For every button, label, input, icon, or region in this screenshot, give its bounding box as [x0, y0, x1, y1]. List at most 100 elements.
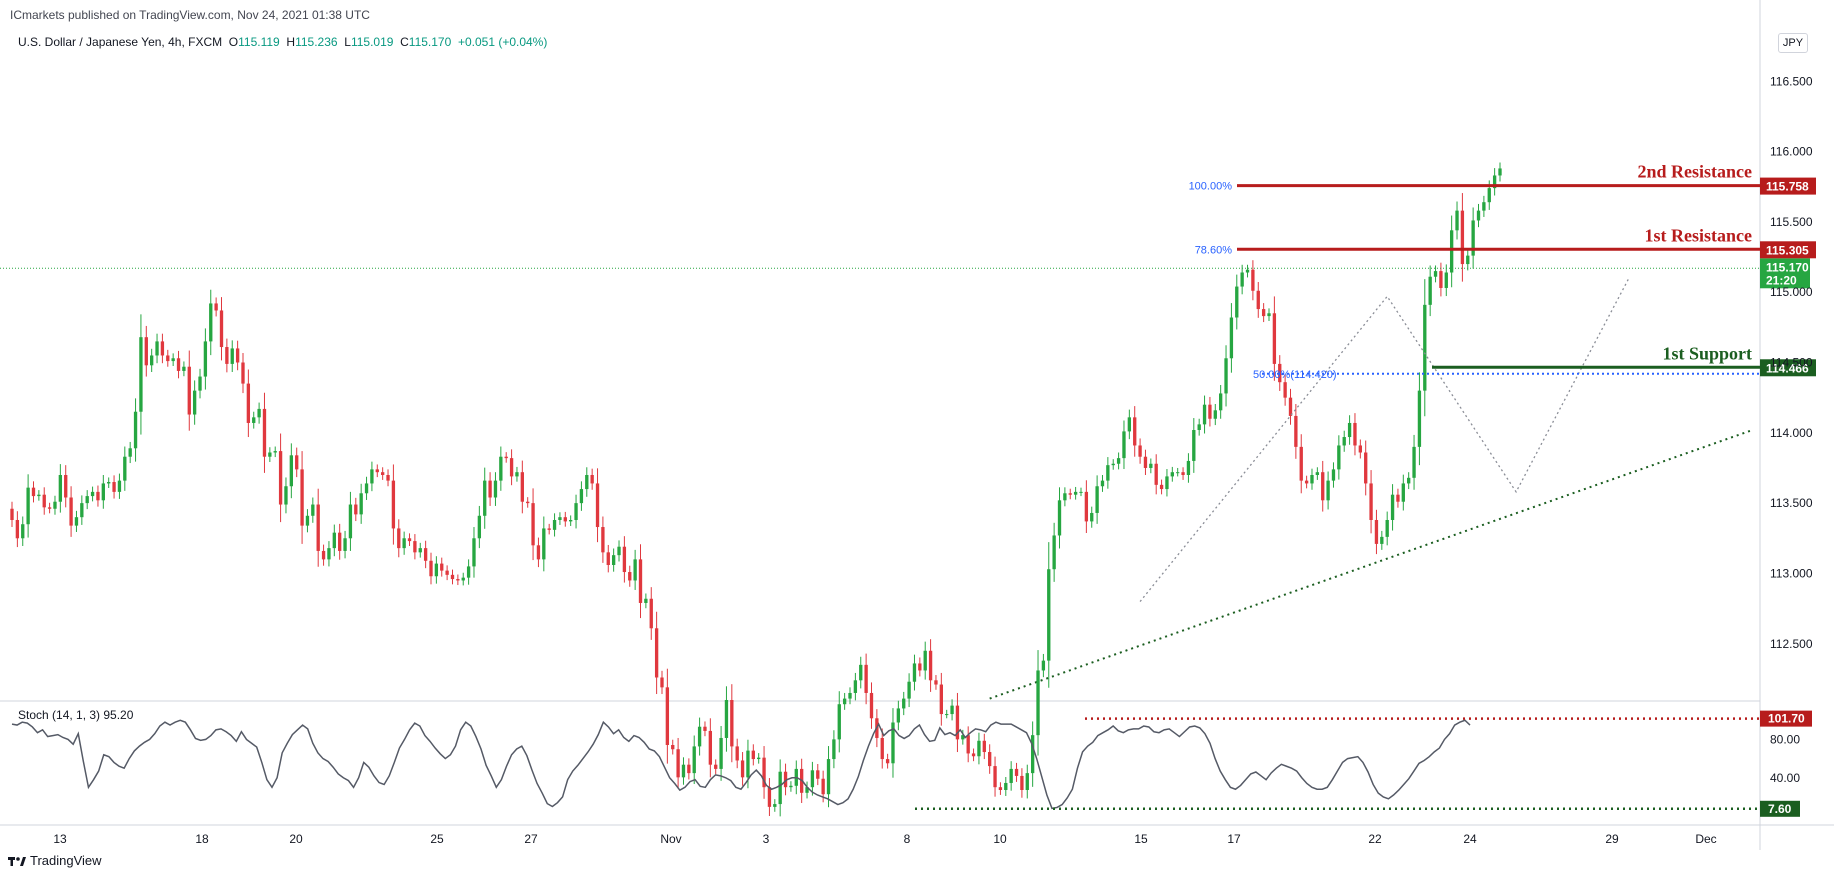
candle — [520, 460, 524, 514]
price-tick-label: 115.500 — [1770, 215, 1813, 229]
candle — [203, 328, 208, 390]
candle — [569, 515, 573, 526]
candle-body — [246, 383, 251, 423]
candle-body — [783, 771, 788, 788]
candle-body — [681, 764, 686, 778]
stochastic-upper-value: 101.70 — [1768, 712, 1805, 726]
candle-body — [1036, 670, 1040, 736]
candle-body — [289, 455, 294, 487]
candle-body — [1122, 431, 1126, 459]
candle — [192, 380, 197, 425]
candle — [440, 557, 444, 577]
footer-brand: TradingView — [30, 853, 102, 868]
candle-body — [1186, 460, 1191, 475]
candle — [805, 781, 809, 799]
candle — [348, 491, 353, 551]
candle — [311, 497, 315, 523]
candle-body — [31, 487, 36, 497]
candle-body — [1100, 480, 1105, 487]
candle-body — [321, 550, 326, 560]
candle — [633, 549, 637, 590]
candle-body — [1170, 472, 1174, 477]
candle — [15, 511, 20, 548]
open-value: 115.119 — [238, 35, 280, 49]
candle-body — [1116, 458, 1121, 464]
candle-body — [192, 390, 197, 415]
candle — [90, 486, 95, 502]
candle — [1385, 511, 1389, 546]
candle-body — [1192, 430, 1196, 461]
candle-body — [751, 750, 755, 760]
candle-body — [585, 475, 589, 490]
candle — [160, 333, 165, 364]
candle-body — [1283, 382, 1287, 398]
axis-frame — [0, 0, 1834, 850]
candle — [810, 761, 815, 796]
candle — [730, 684, 734, 763]
candle — [85, 490, 89, 510]
candle-body — [37, 494, 41, 497]
stochastic-tick-label: 40.00 — [1770, 771, 1800, 785]
candle-body — [1498, 168, 1502, 176]
level-name: 2nd Resistance — [1637, 162, 1752, 182]
candle-body — [778, 771, 782, 805]
candle — [1471, 207, 1475, 269]
candle — [628, 565, 632, 587]
candle-body — [724, 700, 729, 738]
stochastic-upper-tag — [1760, 710, 1812, 727]
candle — [273, 446, 277, 458]
candle-body — [1288, 397, 1293, 416]
candle — [472, 527, 476, 578]
candle-body — [1471, 220, 1475, 256]
candle-body — [176, 358, 181, 371]
candle-body — [327, 548, 331, 560]
candle — [133, 398, 138, 462]
candle-body — [235, 348, 240, 363]
candle — [488, 472, 492, 506]
candle-body — [859, 664, 863, 681]
candle — [896, 700, 901, 731]
candle-body — [611, 555, 616, 565]
candle-body — [252, 417, 256, 423]
candle — [139, 314, 143, 435]
candle-body — [171, 358, 175, 362]
candle-body — [1267, 313, 1271, 317]
candle — [364, 476, 369, 500]
candle-body — [644, 598, 648, 603]
candle-body — [552, 520, 557, 530]
candle-body — [1492, 175, 1497, 189]
candle-body — [423, 548, 428, 561]
candle — [902, 691, 906, 716]
price-axis: 116.500 116.000 115.500 115.000 114.500 114.0… — [1770, 74, 1813, 651]
candle — [1407, 472, 1411, 490]
candle-body — [1063, 493, 1067, 501]
candle — [26, 474, 30, 538]
candle-body — [1068, 493, 1072, 495]
currency-badge[interactable]: JPY — [1778, 33, 1808, 53]
price-tick-label: 114.500 — [1770, 356, 1813, 370]
candle-body — [241, 362, 245, 384]
candle-body — [1364, 452, 1368, 484]
candle — [1423, 279, 1427, 417]
candle-body — [1428, 276, 1432, 305]
candle-body — [155, 341, 159, 356]
candle-body — [1466, 255, 1470, 265]
candle-body — [1487, 188, 1491, 203]
candle-body — [665, 687, 670, 745]
candle — [923, 641, 927, 680]
candle — [300, 451, 304, 544]
candle-body — [671, 745, 675, 750]
candle — [1444, 264, 1448, 297]
candle-body — [536, 545, 541, 560]
stochastic-line — [11, 719, 1471, 810]
candle — [246, 369, 251, 438]
candle-body — [1423, 304, 1427, 391]
candle-body — [832, 739, 836, 760]
candle — [939, 672, 943, 726]
candle-body — [477, 515, 482, 539]
candle-body — [257, 408, 261, 418]
stochastic-lower-tag — [1760, 800, 1800, 817]
candle — [638, 544, 643, 619]
